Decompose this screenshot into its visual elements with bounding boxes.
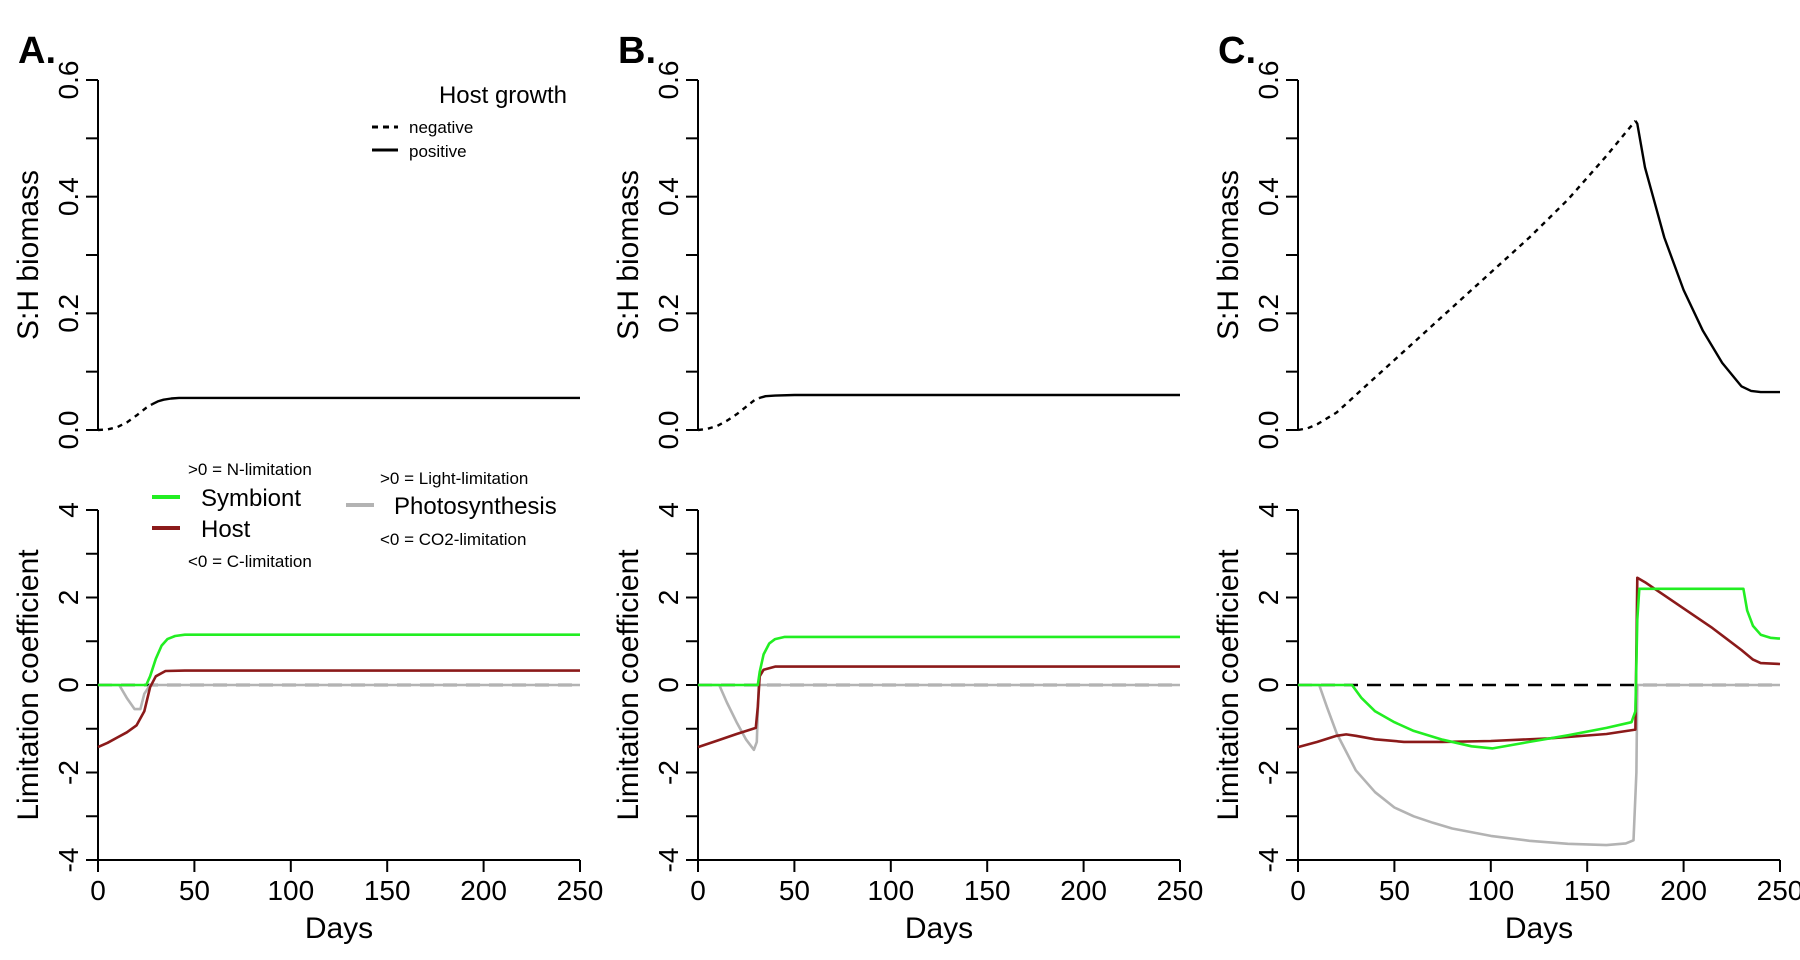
series-line-host (1297, 576, 1781, 749)
x-tick-label: 150 (964, 875, 1011, 906)
x-axis-label: Days (305, 912, 373, 945)
panel-label-b: B. (618, 30, 656, 72)
y-tick-label: 0.2 (653, 294, 684, 333)
y-tick-label: -4 (53, 848, 84, 873)
x-tick-label: 150 (1564, 875, 1611, 906)
series-line-host (697, 665, 1180, 749)
legend-light-limitation: >0 = Light-limitation (380, 469, 528, 488)
y-axis-label: Limitation coefficient (612, 549, 645, 821)
x-tick-label: 250 (1757, 875, 1800, 906)
chart-c-limitation: -4 -2 0 2 4 Limitation coefficient 0 50 100 150 20… (1212, 502, 1800, 945)
y-tick-label: -2 (1253, 760, 1284, 785)
x-tick-label: 0 (90, 875, 106, 906)
x-tick-label: 0 (1290, 875, 1306, 906)
series-line-symbiont (98, 633, 580, 687)
y-tick-label: 0 (53, 677, 84, 693)
y-tick-label: -2 (653, 760, 684, 785)
chart-b-biomass: 0.0 0.2 0.4 0.6 S:H biomass (612, 61, 1180, 450)
y-tick-label: 0.6 (53, 61, 84, 100)
chart-a-limitation: -4 -2 0 2 4 Limitation coefficient 0 50 100 150 20… (12, 502, 603, 945)
series-line-symbiont (1298, 587, 1781, 750)
chart-a-biomass: 0.0 0.2 0.4 0.6 S:H biomass (12, 61, 580, 450)
series-line-negative (697, 396, 761, 432)
y-tick-label: 0.2 (53, 294, 84, 333)
legend-n-limitation: >0 = N-limitation (188, 460, 312, 479)
legend-photosynthesis-label: Photosynthesis (394, 493, 557, 520)
y-tick-label: 0 (1253, 677, 1284, 693)
series-line-host (97, 669, 580, 749)
x-tick-label: 200 (1660, 875, 1707, 906)
y-tick-label: 4 (653, 502, 684, 518)
y-tick-label: 0.4 (653, 177, 684, 216)
x-tick-label: 100 (267, 875, 314, 906)
x-tick-label: 100 (1467, 875, 1514, 906)
host-growth-legend: Host growth negative positive (372, 82, 567, 161)
series-line-photosynthesis (98, 683, 580, 711)
x-tick-label: 250 (1157, 875, 1204, 906)
y-tick-label: -2 (53, 760, 84, 785)
x-tick-label: 200 (460, 875, 507, 906)
y-tick-label: 0 (653, 677, 684, 693)
x-tick-label: 50 (179, 875, 210, 906)
x-tick-label: 50 (1379, 875, 1410, 906)
y-tick-label: 4 (1253, 502, 1284, 518)
x-tick-label: 0 (690, 875, 706, 906)
series-line-photosynthesis (698, 683, 1180, 752)
y-axis-label: Limitation coefficient (1212, 549, 1245, 821)
series-line-negative (1297, 120, 1637, 432)
legend-co2-limitation: <0 = CO2-limitation (380, 530, 526, 549)
legend-c-limitation: <0 = C-limitation (188, 552, 312, 571)
y-tick-label: 0.4 (1253, 177, 1284, 216)
chart-b-limitation: -4 -2 0 2 4 Limitation coefficient 0 50 100 150 20… (612, 502, 1203, 945)
y-tick-label: 2 (653, 590, 684, 606)
legend-host-label: Host (201, 516, 251, 543)
y-tick-label: -4 (1253, 848, 1284, 873)
y-axis-label: S:H biomass (612, 170, 645, 340)
x-tick-label: 50 (779, 875, 810, 906)
legend-negative-label: negative (409, 118, 473, 137)
limitation-legend: >0 = N-limitation Symbiont Host <0 = C-l… (152, 460, 557, 571)
y-tick-label: 2 (53, 590, 84, 606)
y-tick-label: -4 (653, 848, 684, 873)
legend-symbiont-label: Symbiont (201, 485, 301, 512)
y-tick-label: 0.0 (653, 411, 684, 450)
x-axis-label: Days (905, 912, 973, 945)
x-axis-label: Days (1505, 912, 1573, 945)
chart-c-biomass: 0.0 0.2 0.4 0.6 S:H biomass (1212, 61, 1780, 450)
legend-positive-label: positive (409, 142, 467, 161)
y-tick-label: 0.0 (53, 411, 84, 450)
legend-title: Host growth (439, 82, 567, 109)
y-tick-label: 0.0 (1253, 411, 1284, 450)
series-line-negative (97, 403, 153, 432)
series-line-positive (1634, 120, 1780, 394)
x-tick-label: 100 (867, 875, 914, 906)
y-tick-label: 2 (1253, 590, 1284, 606)
panel-label-a: A. (18, 30, 56, 72)
y-axis-label: Limitation coefficient (12, 549, 45, 821)
x-tick-label: 250 (557, 875, 604, 906)
y-axis-label: S:H biomass (1212, 170, 1245, 340)
y-tick-label: 0.4 (53, 177, 84, 216)
x-tick-label: 200 (1060, 875, 1107, 906)
series-line-positive (151, 396, 580, 406)
y-tick-label: 0.2 (1253, 294, 1284, 333)
series-line-symbiont (698, 635, 1180, 687)
series-line-photosynthesis (1298, 683, 1780, 847)
series-line-positive (759, 393, 1180, 400)
y-tick-label: 4 (53, 502, 84, 518)
y-axis-label: S:H biomass (12, 170, 45, 340)
x-tick-label: 150 (364, 875, 411, 906)
y-tick-label: 0.6 (1253, 61, 1284, 100)
panel-label-c: C. (1218, 30, 1256, 72)
y-tick-label: 0.6 (653, 61, 684, 100)
